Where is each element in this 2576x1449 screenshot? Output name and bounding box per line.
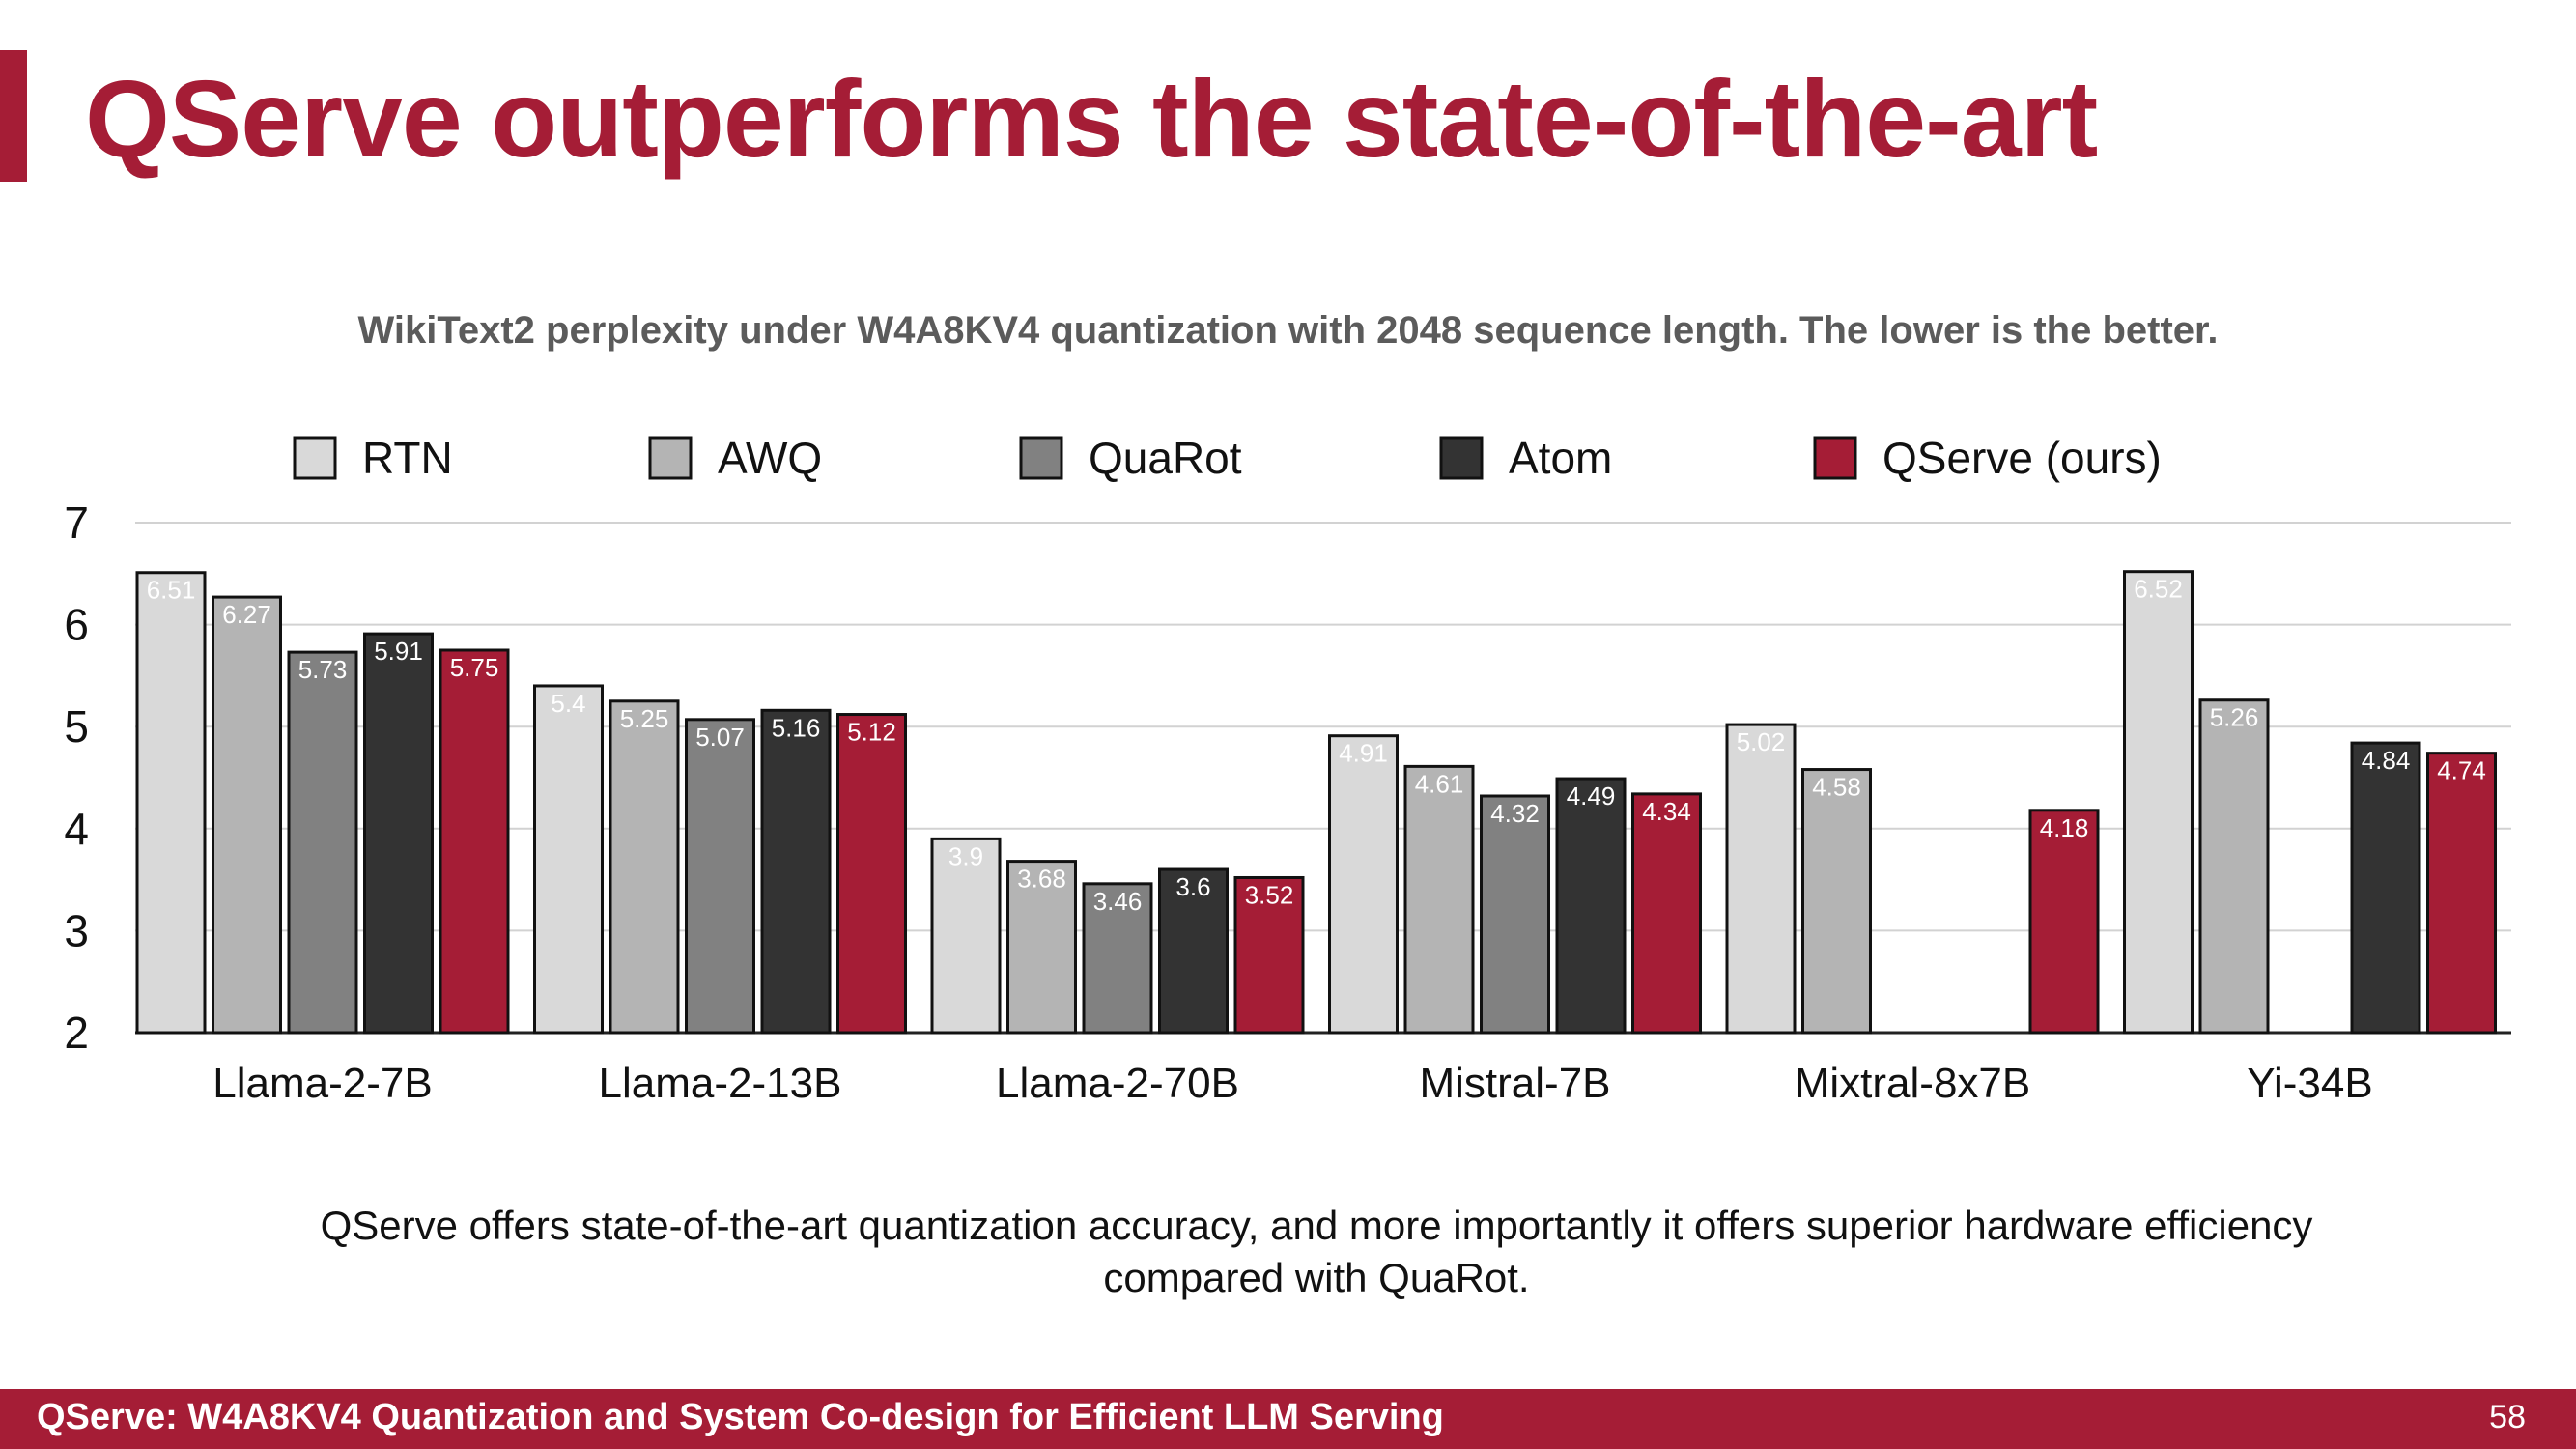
data-label: 6.27 (222, 600, 271, 629)
bar (212, 595, 282, 1035)
data-label: 4.49 (1567, 781, 1616, 810)
bar (1631, 792, 1702, 1035)
y-tick-label: 6 (64, 600, 89, 650)
data-label: 3.6 (1175, 872, 1210, 901)
x-tick-label: Llama-2-7B (212, 1060, 432, 1107)
footer-bar: QServe: W4A8KV4 Quantization and System … (0, 1389, 2576, 1449)
bar (609, 699, 680, 1035)
data-label: 3.9 (948, 841, 983, 870)
title-accent-bar (0, 50, 27, 182)
bar (836, 713, 907, 1035)
bar (1725, 723, 1797, 1035)
legend-swatch (1439, 436, 1484, 480)
bar (2350, 741, 2421, 1035)
bar (1158, 867, 1229, 1035)
data-label: 5.91 (374, 637, 423, 666)
legend-swatch (1813, 436, 1857, 480)
data-label: 5.07 (695, 723, 745, 752)
data-label: 4.18 (2040, 813, 2089, 842)
x-tick-label: Mistral-7B (1419, 1060, 1610, 1107)
bar (1082, 882, 1153, 1035)
slide-title: QServe outperforms the state-of-the-art (85, 58, 2098, 180)
y-tick-label: 3 (64, 905, 89, 955)
data-label: 3.68 (1017, 865, 1066, 894)
x-tick-label: Llama-2-13B (599, 1060, 842, 1107)
gridlines: 2 3 4 5 6 7 (64, 497, 2511, 1058)
bar (2198, 698, 2270, 1035)
bar (1480, 794, 1550, 1035)
bar (685, 718, 755, 1035)
bar (135, 571, 207, 1035)
legend-label: QuaRot (1089, 433, 1242, 483)
bar (1328, 734, 1399, 1035)
data-label: 6.51 (147, 576, 196, 605)
bar (1403, 764, 1475, 1035)
bar (2426, 752, 2497, 1035)
slide-caption: QServe offers state-of-the-art quantizat… (320, 1203, 2313, 1300)
legend-label: QServe (ours) (1882, 433, 2162, 483)
bar (2123, 570, 2194, 1035)
legend-label: AWQ (718, 433, 822, 483)
chart-title: WikiText2 perplexity under W4A8KV4 quant… (357, 309, 2219, 352)
data-label: 4.61 (1415, 769, 1464, 798)
bar (760, 708, 832, 1035)
data-label: 4.91 (1339, 739, 1388, 768)
legend-swatch (648, 436, 693, 480)
data-label: 3.52 (1245, 880, 1294, 909)
data-label: 5.73 (298, 655, 348, 684)
data-label: 4.58 (1812, 773, 1861, 802)
bar (1555, 777, 1627, 1035)
data-label: 5.02 (1737, 727, 1786, 756)
bar (439, 648, 510, 1035)
bar (363, 632, 434, 1035)
legend-label: Atom (1509, 433, 1612, 483)
bar (1006, 860, 1077, 1035)
legend: RTN AWQ QuaRot Atom QServe (ours) (293, 433, 2162, 483)
page-number: 58 (2489, 1399, 2526, 1435)
legend-label: RTN (362, 433, 453, 483)
data-label: 4.32 (1490, 799, 1540, 828)
data-label: 5.12 (847, 718, 896, 747)
y-tick-label: 4 (64, 804, 89, 854)
bar (930, 837, 1002, 1035)
data-label: 4.34 (1642, 797, 1691, 826)
bar (2028, 809, 2100, 1035)
bar (533, 684, 604, 1035)
footer-title: QServe: W4A8KV4 Quantization and System … (37, 1397, 1444, 1437)
data-label: 5.26 (2210, 703, 2259, 732)
data-label: 6.52 (2134, 575, 2183, 604)
data-label: 5.25 (620, 704, 669, 733)
data-label: 3.46 (1093, 887, 1143, 916)
bar (1801, 768, 1872, 1035)
legend-swatch (293, 436, 337, 480)
bar (287, 650, 358, 1035)
y-tick-label: 5 (64, 701, 89, 752)
x-tick-label: Yi-34B (2247, 1060, 2372, 1107)
data-label: 4.84 (2362, 746, 2411, 775)
x-tick-label: Mixtral-8x7B (1795, 1060, 2031, 1107)
data-label: 5.4 (551, 689, 585, 718)
bar (1233, 875, 1305, 1035)
x-tick-label: Llama-2-70B (996, 1060, 1239, 1107)
legend-swatch (1019, 436, 1063, 480)
data-label: 5.16 (772, 713, 821, 742)
bars: 6.51 6.27 5.73 5.91 5.75 Llama-2-7B 5.4 5.25 5.0… (135, 570, 2497, 1107)
y-tick-label: 7 (64, 497, 89, 548)
data-label: 5.75 (450, 653, 499, 682)
data-label: 4.74 (2437, 756, 2486, 785)
y-tick-label: 2 (64, 1008, 89, 1058)
